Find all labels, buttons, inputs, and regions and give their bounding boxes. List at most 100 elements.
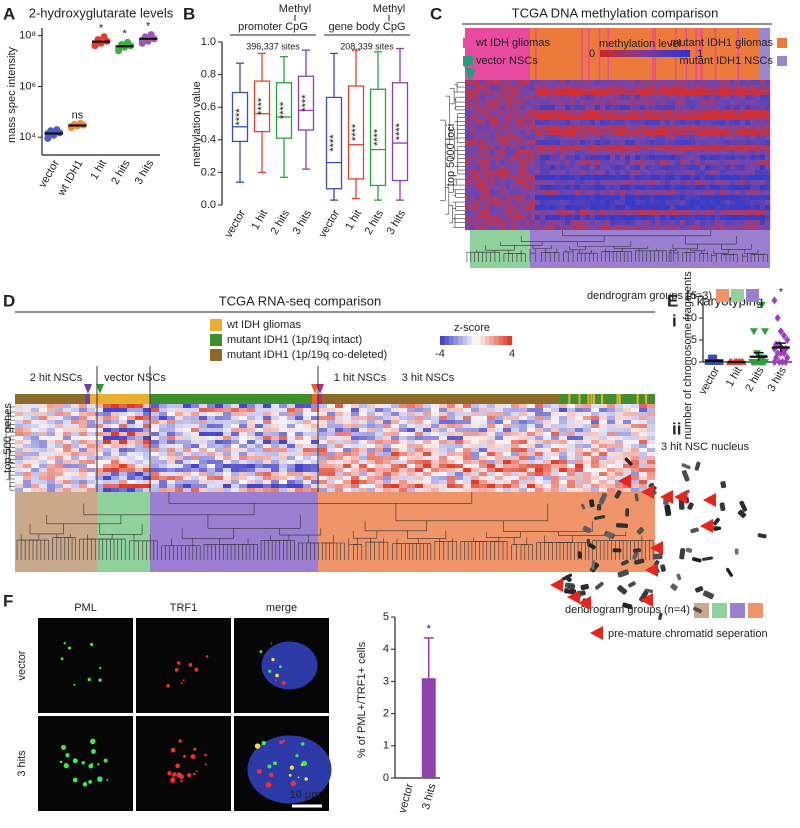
heatmap-cell	[510, 145, 516, 151]
heatmap-cell	[375, 424, 384, 429]
heatmap-cell	[159, 472, 168, 477]
x-tick-label: 3 hits	[420, 782, 439, 811]
heatmap-cell	[615, 130, 621, 136]
heatmap-cell	[383, 480, 392, 485]
heatmap-cell	[511, 456, 520, 461]
heatmap-cell	[765, 185, 771, 191]
heatmap-cell	[535, 130, 541, 136]
heatmap-cell	[660, 200, 666, 206]
heatmap-cell	[610, 170, 616, 176]
heatmap-cell	[191, 460, 200, 465]
heatmap-cell	[583, 440, 592, 445]
heatmap-cell	[465, 210, 471, 216]
heatmap-cell	[23, 464, 32, 469]
heatmap-cell	[520, 130, 526, 136]
heatmap-cell	[560, 170, 566, 176]
heatmap-cell	[319, 464, 328, 469]
heatmap-cell	[565, 170, 571, 176]
heatmap-cell	[545, 180, 551, 186]
heatmap-cell	[515, 180, 521, 186]
heatmap-cell	[391, 416, 400, 421]
heatmap-cell	[79, 420, 88, 425]
arrowhead	[641, 485, 654, 499]
heatmap-cell	[660, 190, 666, 196]
heatmap-cell	[551, 408, 560, 413]
heatmap-cell	[660, 195, 666, 201]
heatmap-cell	[590, 90, 596, 96]
sample-bar	[560, 394, 655, 404]
heatmap-cell	[725, 180, 731, 186]
heatmap-cell	[519, 460, 528, 465]
heatmap-cell	[119, 452, 128, 457]
heatmap-cell	[215, 476, 224, 481]
heatmap-cell	[755, 85, 761, 91]
heatmap-cell	[505, 145, 511, 151]
heatmap-cell	[103, 456, 112, 461]
heatmap-cell	[590, 115, 596, 121]
heatmap-cell	[540, 200, 546, 206]
heatmap-cell	[540, 165, 546, 171]
heatmap-cell	[510, 120, 516, 126]
heatmap-cell	[567, 424, 576, 429]
heatmap-cell	[645, 140, 651, 146]
heatmap-cell	[750, 155, 756, 161]
heatmap-cell	[175, 420, 184, 425]
heatmap-cell	[71, 480, 80, 485]
heatmap-cell	[119, 444, 128, 449]
heatmap-cell	[545, 145, 551, 151]
heatmap-cell	[71, 416, 80, 421]
heatmap-cell	[431, 468, 440, 473]
heatmap-cell	[690, 175, 696, 181]
heatmap-cell	[520, 225, 526, 231]
heatmap-cell	[695, 80, 701, 86]
heatmap-cell	[555, 180, 561, 186]
heatmap-cell	[375, 456, 384, 461]
heatmap-cell	[191, 484, 200, 489]
heatmap-cell	[527, 480, 536, 485]
heatmap-cell	[695, 220, 701, 226]
heatmap-cell	[745, 135, 751, 141]
heatmap-cell	[47, 468, 56, 473]
sample-bar	[588, 28, 590, 80]
heatmap-cell	[760, 215, 766, 221]
heatmap-cell	[511, 480, 520, 485]
heatmap-cell	[479, 412, 488, 417]
heatmap-cell	[710, 95, 716, 101]
heatmap-cell	[520, 85, 526, 91]
heatmap-cell	[720, 215, 726, 221]
significance: *	[779, 286, 784, 298]
heatmap-cell	[95, 412, 104, 417]
heatmap-cell	[700, 120, 706, 126]
heatmap-cell	[551, 432, 560, 437]
heatmap-cell	[359, 480, 368, 485]
heatmap-cell	[615, 160, 621, 166]
heatmap-cell	[525, 130, 531, 136]
heatmap-cell	[625, 155, 631, 161]
heatmap-cell	[495, 110, 501, 116]
heatmap-cell	[600, 225, 606, 231]
heatmap-cell	[745, 95, 751, 101]
heatmap-cell	[79, 440, 88, 445]
colorbar-cell	[467, 336, 472, 345]
heatmap-cell	[71, 476, 80, 481]
heatmap-cell	[710, 140, 716, 146]
heatmap-cell	[151, 404, 160, 409]
heatmap-cell	[607, 484, 616, 489]
heatmap-cell	[580, 150, 586, 156]
heatmap-cell	[645, 180, 651, 186]
heatmap-cell	[567, 440, 576, 445]
heatmap-cell	[475, 170, 481, 176]
heatmap-cell	[335, 440, 344, 445]
heatmap-cell	[750, 215, 756, 221]
heatmap-cell	[575, 160, 581, 166]
heatmap-cell	[39, 424, 48, 429]
heatmap-cell	[23, 436, 32, 441]
heatmap-cell	[495, 444, 504, 449]
heatmap-cell	[735, 170, 741, 176]
focus	[273, 761, 277, 766]
heatmap-cell	[470, 215, 476, 221]
heatmap-cell	[655, 100, 661, 106]
heatmap-cell	[455, 484, 464, 489]
heatmap-cell	[490, 220, 496, 226]
heatmap-cell	[263, 408, 272, 413]
